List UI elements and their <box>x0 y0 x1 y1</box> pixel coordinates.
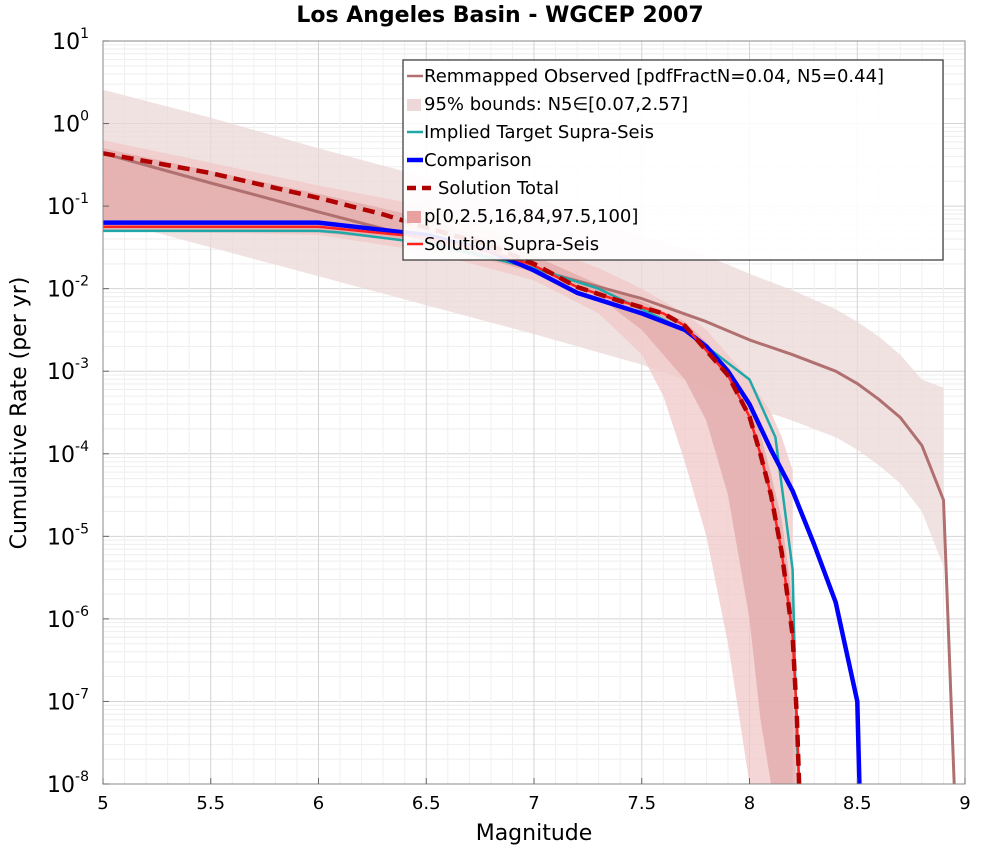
chart-title: Los Angeles Basin - WGCEP 2007 <box>296 3 703 28</box>
legend-label: Comparison <box>424 150 532 171</box>
legend: Remmapped Observed [pdfFractN=0.04, N5=0… <box>402 59 944 261</box>
series-line <box>102 151 956 785</box>
legend-label: 95% bounds: N5∈[0.07,2.57] <box>424 94 688 115</box>
x-tick-label: 5 <box>97 793 108 814</box>
legend-swatch <box>407 211 421 223</box>
legend-label: Solution Total <box>438 178 559 199</box>
legend-label: Implied Target Supra-Seis <box>424 122 654 143</box>
x-tick-label: 6 <box>313 793 324 814</box>
legend-label: p[0,2.5,16,84,97.5,100] <box>424 206 638 227</box>
x-tick-label: 6.5 <box>412 793 441 814</box>
y-axis-label: Cumulative Rate (per yr) <box>7 277 32 550</box>
y-tick-label: 10-8 <box>47 769 89 798</box>
x-axis-label: Magnitude <box>476 821 593 846</box>
legend-box <box>402 59 944 261</box>
legend-label: Solution Supra-Seis <box>424 234 599 255</box>
x-tick-label: 7 <box>528 793 539 814</box>
x-axis-ticks: 5 5.5 6 6.5 7 7.5 8 8.5 9 <box>97 778 971 814</box>
x-tick-label: 8.5 <box>843 793 872 814</box>
x-tick-label: 7.5 <box>627 793 656 814</box>
legend-label: Remmapped Observed [pdfFractN=0.04, N5=0… <box>424 66 884 87</box>
x-tick-label: 5.5 <box>196 793 225 814</box>
series-line <box>102 151 802 785</box>
x-tick-label: 9 <box>959 793 970 814</box>
x-tick-label: 8 <box>744 793 755 814</box>
legend-swatch <box>407 99 421 111</box>
